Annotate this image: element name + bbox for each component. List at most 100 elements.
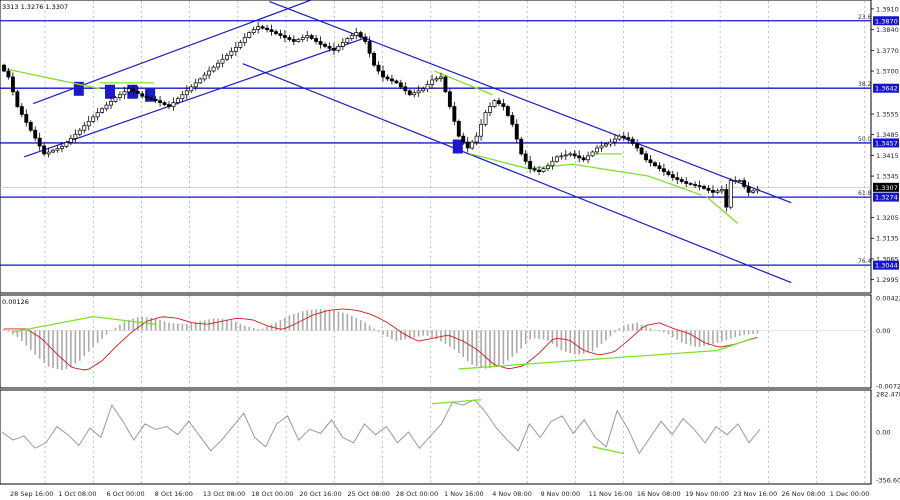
candle-body xyxy=(456,121,461,137)
candle-body xyxy=(398,82,403,88)
candle-body xyxy=(340,42,345,47)
candle-body xyxy=(519,138,524,155)
candle-body xyxy=(675,177,680,180)
candle-body xyxy=(55,147,60,151)
candle-body xyxy=(595,147,599,153)
candle-body xyxy=(563,154,568,157)
macd-divergence-line xyxy=(12,315,156,333)
time-tick-label: 1 Dec 00:00 xyxy=(830,490,870,498)
candle-body xyxy=(425,84,430,90)
candle-body xyxy=(19,106,24,115)
time-tick-label: 25 Oct 08:00 xyxy=(348,490,390,498)
candle-body xyxy=(452,106,457,122)
price-tick-label: 1.3700 xyxy=(876,68,899,76)
candle-body xyxy=(211,66,216,72)
candle-body xyxy=(113,97,118,102)
price-tick-label: 1.3345 xyxy=(876,173,899,181)
current-price-value: 1.3307 xyxy=(875,184,898,192)
candle-body xyxy=(77,129,82,135)
price-axis: 1.39101.38401.37701.37001.35551.34851.34… xyxy=(871,5,899,284)
candle-body xyxy=(95,112,100,118)
candle-body xyxy=(488,106,492,113)
candle-body xyxy=(247,32,252,38)
candle-body xyxy=(282,35,287,38)
candle-body xyxy=(28,121,33,131)
candle-body xyxy=(746,186,751,193)
price-panel xyxy=(0,0,872,294)
signal-marker xyxy=(105,84,116,99)
candle-body xyxy=(590,151,595,157)
candle-body xyxy=(309,35,314,39)
candle-body xyxy=(559,155,564,158)
candle-body xyxy=(358,32,363,38)
candle-body xyxy=(100,108,105,113)
time-tick-label: 19 Nov 00:00 xyxy=(685,490,729,498)
time-axis: 28 Sep 16:00 1 Oct 08:00 6 Oct 00:00 8 Oct … xyxy=(10,490,869,498)
price-tick-label: 1.2995 xyxy=(876,276,899,284)
candle-body xyxy=(126,88,131,93)
candle-body xyxy=(363,36,368,42)
candle-body xyxy=(612,138,617,143)
candle-body xyxy=(149,97,154,100)
candle-body xyxy=(167,104,171,107)
price-level-value: 1.3044 xyxy=(875,262,898,270)
cci-line: 282.4782 0.00 -356.6026 xyxy=(1,391,900,485)
candle-body xyxy=(719,189,724,192)
candle-body xyxy=(158,100,163,103)
price-level-tag xyxy=(873,260,899,270)
candle-body xyxy=(144,95,149,99)
time-tick-label: 23 Nov 16:00 xyxy=(733,490,777,498)
current-price-tag xyxy=(873,182,899,192)
candle-body xyxy=(385,76,390,80)
candle-body xyxy=(546,165,550,170)
candle-body xyxy=(171,102,176,107)
candle-body xyxy=(661,168,666,172)
candle-body xyxy=(10,76,15,93)
candle-body xyxy=(755,189,760,192)
candle-body xyxy=(603,143,608,147)
price-level-tag xyxy=(873,138,899,148)
price-tick-label: 1.3770 xyxy=(876,47,899,55)
price-level-value: 1.3274 xyxy=(875,194,898,202)
candle-body xyxy=(42,145,47,155)
candle-body xyxy=(318,41,323,45)
candle-body xyxy=(260,26,265,29)
fib-level-label: 61.8 xyxy=(858,190,872,197)
candle-body xyxy=(434,78,439,81)
candle-body xyxy=(265,27,270,30)
candle-body xyxy=(162,102,167,105)
candle-body xyxy=(479,123,484,137)
candle-body xyxy=(684,181,689,184)
price-tick-label: 1.3840 xyxy=(876,26,899,34)
candle-body xyxy=(291,39,296,42)
candle-body xyxy=(693,184,698,186)
candle-body xyxy=(82,125,87,131)
time-tick-label: 6 Oct 00:00 xyxy=(106,490,144,498)
time-tick-label: 28 Sep 16:00 xyxy=(10,490,53,498)
time-tick-label: 26 Nov 08:00 xyxy=(782,490,826,498)
time-tick-label: 11 Nov 16:00 xyxy=(589,490,633,498)
ascending-channel-lower xyxy=(24,36,368,158)
candle-body xyxy=(251,29,256,33)
candle-body xyxy=(233,47,238,52)
candle-body xyxy=(6,70,11,78)
divergence-line xyxy=(434,70,493,96)
candle-body xyxy=(653,162,657,167)
candle-body xyxy=(724,189,729,208)
cci-tick-label: -356.6026 xyxy=(876,477,900,485)
candle-body xyxy=(15,91,20,107)
candle-body xyxy=(461,135,466,143)
candle-body xyxy=(621,135,626,138)
price-drawings: 23.6 38.2 50.0 61.8 76.4 xyxy=(0,0,872,284)
time-tick-label: 1 Oct 08:00 xyxy=(58,490,96,498)
candle-body xyxy=(345,38,350,43)
price-tick-label: 1.3135 xyxy=(876,235,899,243)
candle-body xyxy=(728,180,733,208)
candle-body xyxy=(274,31,278,34)
candle-body xyxy=(706,188,711,191)
candle-body xyxy=(505,106,510,116)
descending-channel-lower xyxy=(242,63,792,284)
candle-body xyxy=(568,153,573,156)
candle-body xyxy=(175,98,180,103)
